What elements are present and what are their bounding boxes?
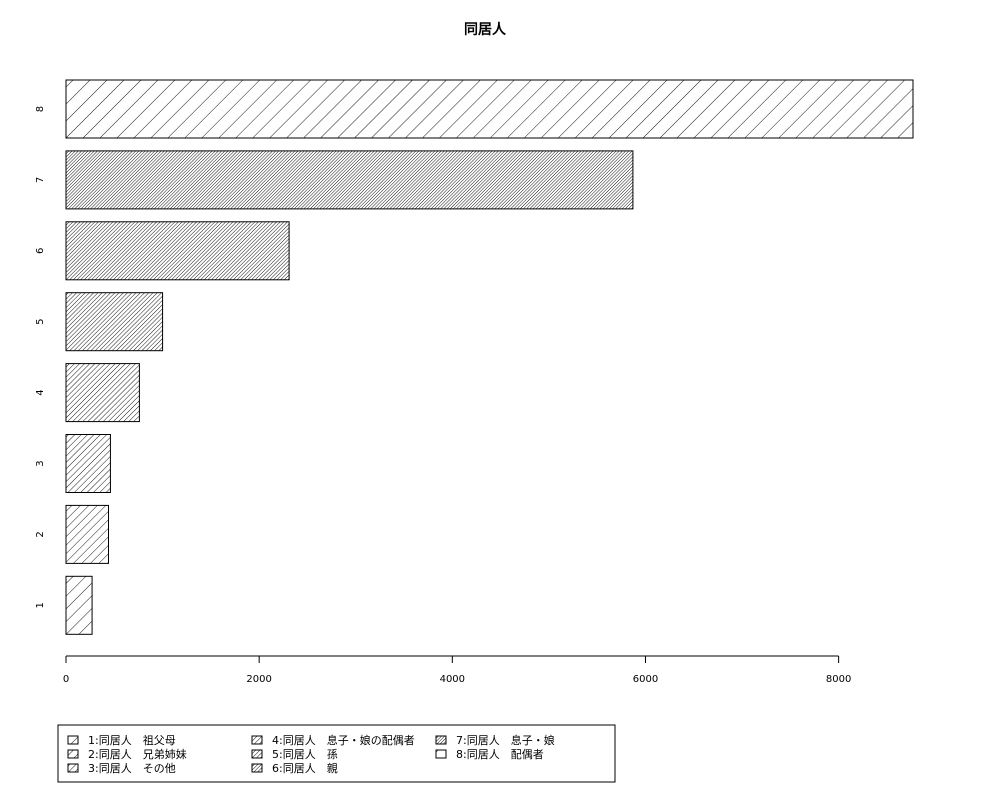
legend-label-8: 8:同居人 配偶者 [456,748,544,761]
legend-label-2: 2:同居人 兄弟姉妹 [88,747,187,761]
legend-label-5: 5:同居人 孫 [272,748,338,761]
y-tick-label-1: 1 [35,602,46,608]
legend-swatch-2 [67,749,79,759]
legend-swatch-6 [251,763,263,773]
x-tick-label-0: 0 [63,674,69,685]
chart-title: 同居人 [464,21,507,38]
y-tick-label-4: 4 [35,389,46,395]
x-tick-label-2000: 2000 [246,674,271,685]
legend-swatch-5 [251,749,263,759]
y-tick-label-3: 3 [35,460,46,466]
y-tick-label-7: 7 [35,177,46,183]
bar-4 [65,363,140,423]
legend-label-7: 7:同居人 息子・娘 [456,733,555,747]
bar-2 [65,504,109,564]
bar-6 [65,221,290,281]
x-tick-label-6000: 6000 [633,674,658,685]
y-tick-label-5: 5 [35,319,46,325]
legend-label-1: 1:同居人 祖父母 [88,733,176,747]
bar-3 [65,434,111,493]
legend-label-6: 6:同居人 親 [272,762,338,775]
y-axis: 1 2 3 4 5 6 7 8 [35,106,46,609]
legend-swatch-1 [67,735,79,745]
bar-1 [65,575,93,635]
y-tick-label-6: 6 [35,248,46,254]
legend-swatch-8 [435,749,447,759]
bars [65,79,914,635]
legend-box [57,724,616,783]
bar-8 [65,79,914,139]
y-tick-label-2: 2 [35,531,46,537]
legend-swatch-7 [435,735,447,745]
legend-label-3: 3:同居人 その他 [88,762,176,775]
x-axis: 0 2000 4000 6000 8000 [63,655,851,685]
legend-label-4: 4:同居人 息子・娘の配偶者 [272,733,415,747]
bar-5 [65,292,164,352]
x-tick-label-8000: 8000 [826,674,851,685]
legend-swatch-4 [251,735,263,745]
legend-swatch-3 [67,763,79,773]
x-tick-label-4000: 4000 [440,674,465,685]
bar-7 [65,150,634,210]
y-tick-label-8: 8 [35,106,46,112]
